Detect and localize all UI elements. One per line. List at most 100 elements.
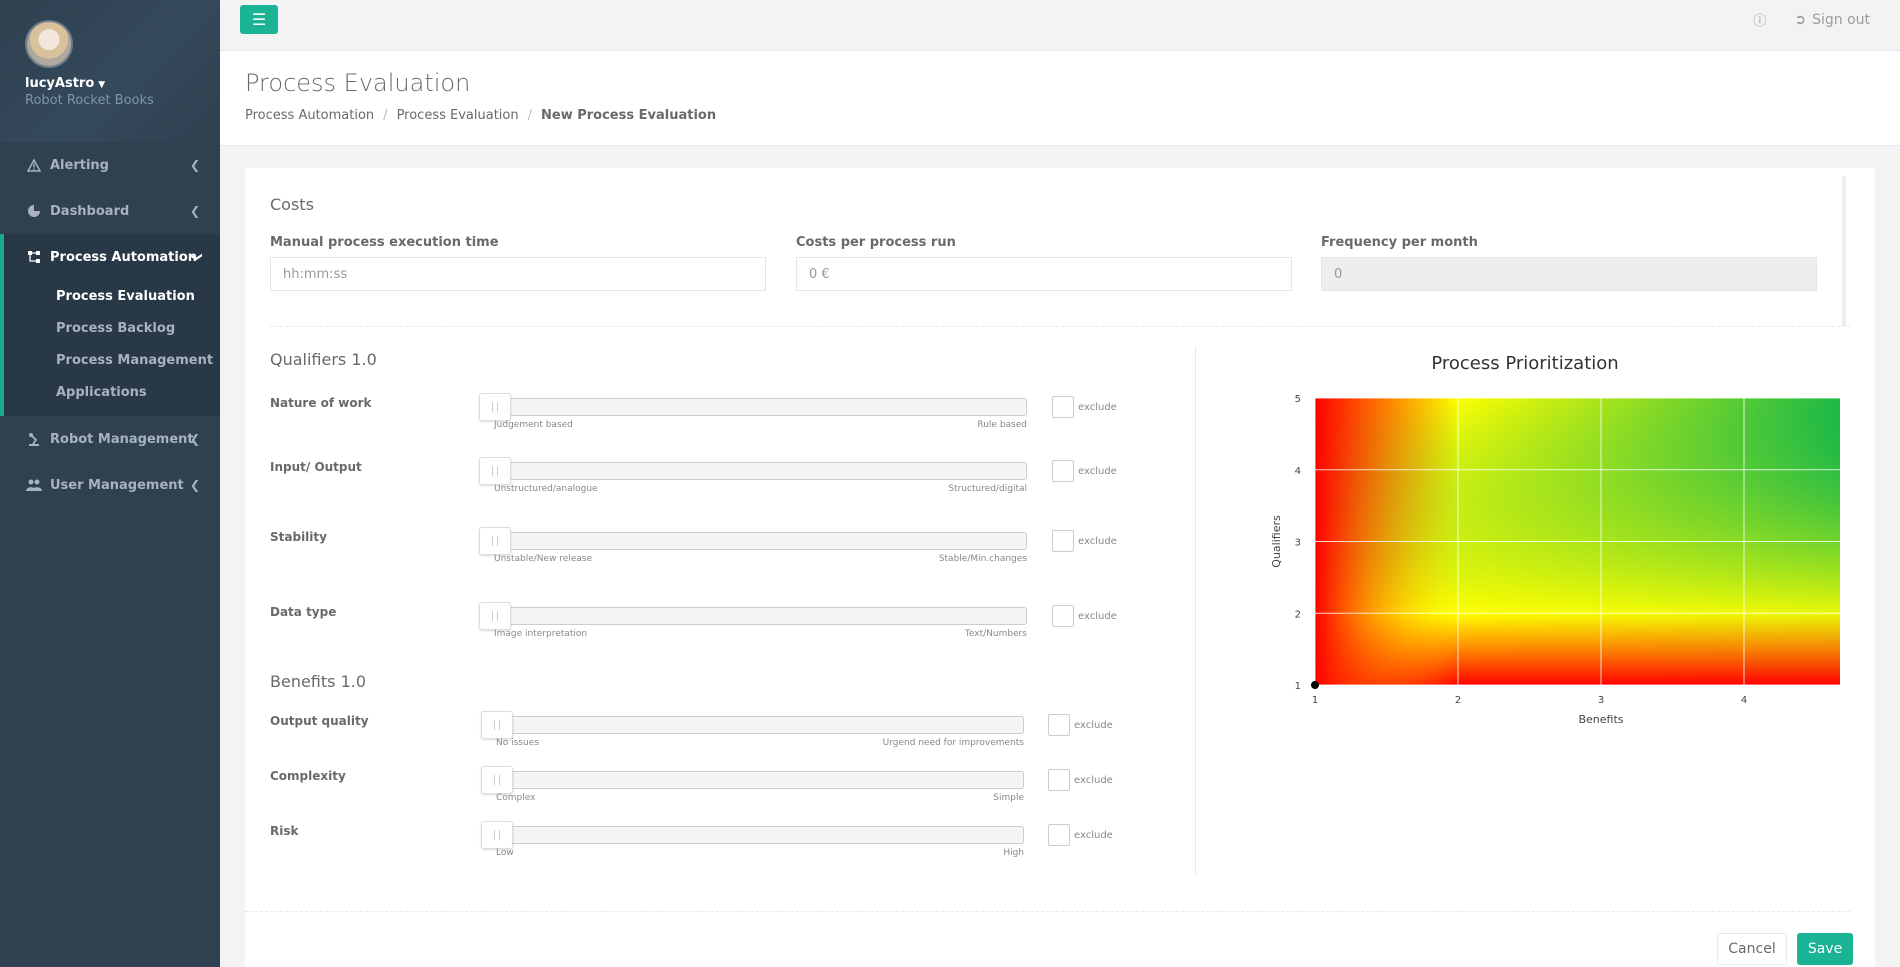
sidebar-item-label: User Management xyxy=(50,477,184,493)
qualifier-slider-label: Input/ Output xyxy=(270,460,362,474)
benefit-exclude-checkbox[interactable] xyxy=(1048,714,1070,736)
sidebar-subitem-process-management[interactable]: Process Management xyxy=(56,352,214,368)
sub-menu: Process Evaluation Process Backlog Proce… xyxy=(4,280,220,416)
x-axis-label: Benefits xyxy=(1578,713,1623,723)
qualifier-slider-min-label: Image interpretation xyxy=(494,629,588,639)
benefit-slider-max-label: Simple xyxy=(993,793,1024,803)
x-tick-label: 2 xyxy=(1455,695,1461,706)
qualifier-slider-handle[interactable] xyxy=(479,457,511,485)
x-tick-label: 1 xyxy=(1312,695,1318,706)
qualifier-slider-label: Stability xyxy=(270,530,327,544)
breadcrumb-item-current: New Process Evaluation xyxy=(541,108,717,123)
qualifier-slider-handle[interactable] xyxy=(479,527,511,555)
qualifier-exclude-checkbox[interactable] xyxy=(1052,530,1074,552)
qualifier-slider-track[interactable] xyxy=(479,398,1027,416)
benefit-slider-handle[interactable] xyxy=(481,766,513,794)
sidebar-item-robot-management[interactable]: Robot Management ❮ xyxy=(0,416,220,462)
qualifiers-section-title: Qualifiers 1.0 xyxy=(270,350,377,369)
sign-out-link[interactable]: Sign out xyxy=(1812,11,1870,28)
execution-time-input[interactable]: hh:mm:ss xyxy=(270,257,766,291)
benefit-slider-track[interactable] xyxy=(481,716,1024,734)
benefit-slider-min-label: Complex xyxy=(496,793,536,803)
sidebar-item-label: Alerting xyxy=(50,157,109,173)
sidebar-item-alerting[interactable]: Alerting ❮ xyxy=(0,142,220,188)
company-name: Robot Rocket Books xyxy=(25,93,154,108)
qualifier-exclude-label: exclude xyxy=(1078,536,1117,547)
qualifier-slider-track[interactable] xyxy=(479,532,1027,550)
sidebar-subitem-process-backlog[interactable]: Process Backlog xyxy=(56,320,176,336)
y-tick-label: 5 xyxy=(1295,394,1301,405)
y-tick-label: 1 xyxy=(1295,681,1301,692)
costs-per-run-label: Costs per process run xyxy=(796,235,956,250)
sidebar-subitem-applications[interactable]: Applications xyxy=(56,384,147,400)
benefit-exclude-checkbox[interactable] xyxy=(1048,769,1070,791)
username-dropdown[interactable]: lucyAstro ▼ xyxy=(25,76,220,91)
benefit-exclude-label: exclude xyxy=(1074,775,1113,786)
warning-icon xyxy=(26,158,42,172)
chevron-left-icon: ❮ xyxy=(189,158,200,172)
grip-icon xyxy=(492,536,498,546)
nav-group-user-management: User Management ❮ xyxy=(0,462,220,508)
nav-group-robot-management: Robot Management ❮ xyxy=(0,416,220,462)
benefit-slider-handle[interactable] xyxy=(481,711,513,739)
qualifier-exclude-label: exclude xyxy=(1078,402,1117,413)
x-tick-label: 3 xyxy=(1598,695,1604,706)
breadcrumb-item-process-automation[interactable]: Process Automation xyxy=(245,108,375,123)
sidebar-item-process-automation[interactable]: Process Automation ❮ xyxy=(4,234,220,280)
chevron-down-icon: ❮ xyxy=(187,251,202,263)
save-button[interactable]: Save xyxy=(1797,933,1853,965)
qualifier-slider-max-label: Text/Numbers xyxy=(964,629,1027,639)
data-point xyxy=(1311,681,1319,689)
x-tick-label: 4 xyxy=(1741,695,1747,706)
nav-group-alerting: Alerting ❮ xyxy=(0,142,220,188)
avatar[interactable] xyxy=(25,20,73,68)
sidebar-subitem-process-evaluation[interactable]: Process Evaluation xyxy=(56,288,195,304)
robot-arm-icon xyxy=(26,432,42,446)
vertical-divider xyxy=(1195,346,1196,876)
sidebar-item-user-management[interactable]: User Management ❮ xyxy=(0,462,220,508)
horizontal-scroll-area[interactable] xyxy=(1842,176,1846,326)
y-tick-label: 3 xyxy=(1295,538,1301,549)
qualifier-slider-handle[interactable] xyxy=(479,393,511,421)
benefit-slider-label: Risk xyxy=(270,824,299,838)
cancel-button[interactable]: Cancel xyxy=(1717,933,1787,965)
qualifier-exclude-checkbox[interactable] xyxy=(1052,605,1074,627)
benefit-slider-min-label: No issues xyxy=(496,738,539,748)
y-tick-label: 2 xyxy=(1295,609,1301,620)
sidebar-item-dashboard[interactable]: Dashboard ❮ xyxy=(0,188,220,234)
qualifier-slider-min-label: Judgement based xyxy=(494,420,573,430)
info-circle-icon[interactable]: ⓘ xyxy=(1753,14,1767,29)
benefits-section-title: Benefits 1.0 xyxy=(270,672,367,691)
qualifier-slider-handle[interactable] xyxy=(479,602,511,630)
grip-icon xyxy=(492,611,498,621)
qualifier-slider-label: Data type xyxy=(270,605,337,619)
qualifier-exclude-checkbox[interactable] xyxy=(1052,396,1074,418)
breadcrumb-separator: / xyxy=(527,108,532,123)
top-navbar: ☰ ⓘ ➲ Sign out xyxy=(220,0,1900,51)
benefit-slider-max-label: High xyxy=(1003,848,1024,858)
qualifier-slider-max-label: Rule based xyxy=(977,420,1027,430)
qualifier-slider-min-label: Unstructured/analogue xyxy=(494,484,598,494)
benefit-slider-label: Complexity xyxy=(270,769,346,783)
prioritization-chart: 1234512345BenefitsQualifiers xyxy=(1270,394,1840,723)
breadcrumb-separator: / xyxy=(383,108,388,123)
qualifier-exclude-checkbox[interactable] xyxy=(1052,460,1074,482)
users-icon xyxy=(26,479,42,491)
breadcrumb-item-process-evaluation[interactable]: Process Evaluation xyxy=(396,108,519,123)
benefit-slider-handle[interactable] xyxy=(481,821,513,849)
sidebar-item-label: Robot Management xyxy=(50,431,194,447)
qualifier-slider-track[interactable] xyxy=(479,462,1027,480)
qualifier-slider-min-label: Unstable/New release xyxy=(494,554,593,564)
sidebar: lucyAstro ▼ Robot Rocket Books Alerting ❮… xyxy=(0,0,220,967)
sidebar-item-label: Process Automation xyxy=(50,249,198,265)
execution-time-label: Manual process execution time xyxy=(270,235,499,250)
costs-per-run-input[interactable]: 0 € xyxy=(796,257,1292,291)
breadcrumb: Process Automation / Process Evaluation … xyxy=(245,108,1900,123)
toggle-sidebar-button[interactable]: ☰ xyxy=(240,5,278,34)
page-heading: Process Evaluation Process Automation / … xyxy=(220,51,1900,146)
benefit-slider-track[interactable] xyxy=(481,771,1024,789)
qualifier-slider-track[interactable] xyxy=(479,607,1027,625)
benefit-exclude-checkbox[interactable] xyxy=(1048,824,1070,846)
sitemap-icon xyxy=(26,250,42,264)
benefit-slider-track[interactable] xyxy=(481,826,1024,844)
